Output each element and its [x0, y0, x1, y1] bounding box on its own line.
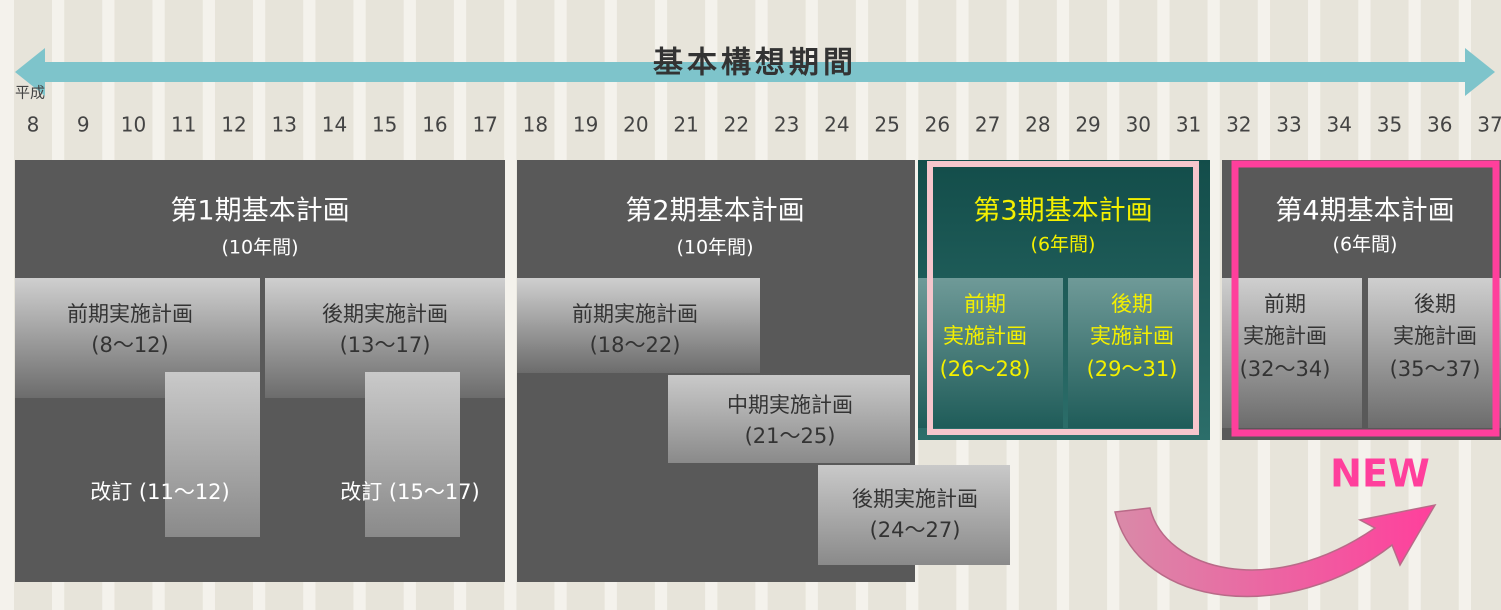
era-label: 平成 [15, 84, 45, 102]
subplan-label: (24～27) [870, 518, 961, 542]
plan-title: 第1期基本計画 [170, 196, 349, 227]
subplan-label: 後期 [1111, 292, 1153, 316]
plan-title: 第3期基本計画 [973, 196, 1152, 227]
subplan-label: 実施計画 [943, 324, 1027, 348]
subplan-label: (32～34) [1240, 357, 1331, 381]
plan-duration: (6年間) [1333, 234, 1398, 256]
subplan-label: 後期 [1414, 292, 1456, 316]
subplan-label: 後期実施計画 [322, 302, 448, 326]
year-label: 14 [322, 113, 347, 137]
subplan-label: (18～22) [590, 333, 681, 357]
year-label: 35 [1377, 113, 1402, 137]
year-label: 27 [975, 113, 1000, 137]
year-label: 8 [27, 113, 40, 137]
year-label: 23 [774, 113, 799, 137]
year-label: 10 [121, 113, 146, 137]
subplan-label: (35～37) [1390, 357, 1481, 381]
plan-duration: (10年間) [221, 237, 298, 259]
year-label: 34 [1327, 113, 1352, 137]
subplan-block [918, 278, 1063, 428]
header-title: 基本構想期間 [653, 46, 857, 81]
year-label: 31 [1176, 113, 1201, 137]
subplan-label: 実施計画 [1243, 324, 1327, 348]
year-label: 37 [1477, 113, 1501, 137]
subplan-label: 後期実施計画 [852, 487, 978, 511]
year-label: 16 [422, 113, 447, 137]
year-label: 21 [673, 113, 698, 137]
year-label: 36 [1427, 113, 1452, 137]
plan-duration: (6年間) [1031, 234, 1096, 256]
subplan-label: (21～25) [745, 424, 836, 448]
year-label: 12 [221, 113, 246, 137]
subplan-label: 前期 [1264, 292, 1306, 316]
year-label: 24 [824, 113, 849, 137]
year-label: 11 [171, 113, 196, 137]
year-label: 26 [925, 113, 950, 137]
revision-block [165, 372, 260, 537]
period-arrow [15, 48, 1495, 96]
subplan-label: (13～17) [340, 333, 431, 357]
year-label: 29 [1075, 113, 1100, 137]
year-label: 33 [1276, 113, 1301, 137]
subplan-label: 改訂 (15～17) [340, 480, 480, 504]
year-label: 13 [271, 113, 296, 137]
subplan-block [1222, 278, 1362, 428]
year-label: 18 [523, 113, 548, 137]
plan-duration: (10年間) [676, 237, 753, 259]
plan-title: 第2期基本計画 [625, 196, 804, 227]
year-label: 20 [623, 113, 648, 137]
subplan-block [1068, 278, 1198, 428]
year-label: 19 [573, 113, 598, 137]
subplan-block [517, 278, 760, 373]
highlight-frame [927, 161, 1199, 435]
subplan-block [1368, 278, 1501, 428]
subplan-label: 実施計画 [1090, 324, 1174, 348]
plan-title: 第4期基本計画 [1275, 196, 1454, 227]
transition-arrow [1114, 503, 1437, 598]
subplan-label: 前期 [964, 292, 1006, 316]
highlight-frame [1231, 160, 1500, 437]
subplan-block [668, 375, 910, 463]
year-label: 22 [724, 113, 749, 137]
year-label: 28 [1025, 113, 1050, 137]
subplan-label: (8～12) [91, 333, 168, 357]
subplan-label: 改訂 (11～12) [90, 480, 230, 504]
revision-block [365, 372, 460, 537]
subplan-label: (26～28) [940, 357, 1031, 381]
subplan-label: 前期実施計画 [572, 302, 698, 326]
new-badge: NEW [1330, 452, 1430, 496]
subplan-label: 実施計画 [1393, 324, 1477, 348]
subplan-label: 中期実施計画 [727, 393, 853, 417]
year-label: 25 [874, 113, 899, 137]
subplan-label: 前期実施計画 [67, 302, 193, 326]
year-label: 32 [1226, 113, 1251, 137]
year-label: 9 [77, 113, 90, 137]
year-label: 17 [472, 113, 497, 137]
subplan-block [818, 465, 1010, 565]
subplan-label: (29～31) [1087, 357, 1178, 381]
year-label: 15 [372, 113, 397, 137]
year-label: 30 [1126, 113, 1151, 137]
year-labels: 8 9 10 11 12 13 14 15 16 17 18 19 20 21 22 23 24 25 26 27 28… [27, 113, 1501, 137]
